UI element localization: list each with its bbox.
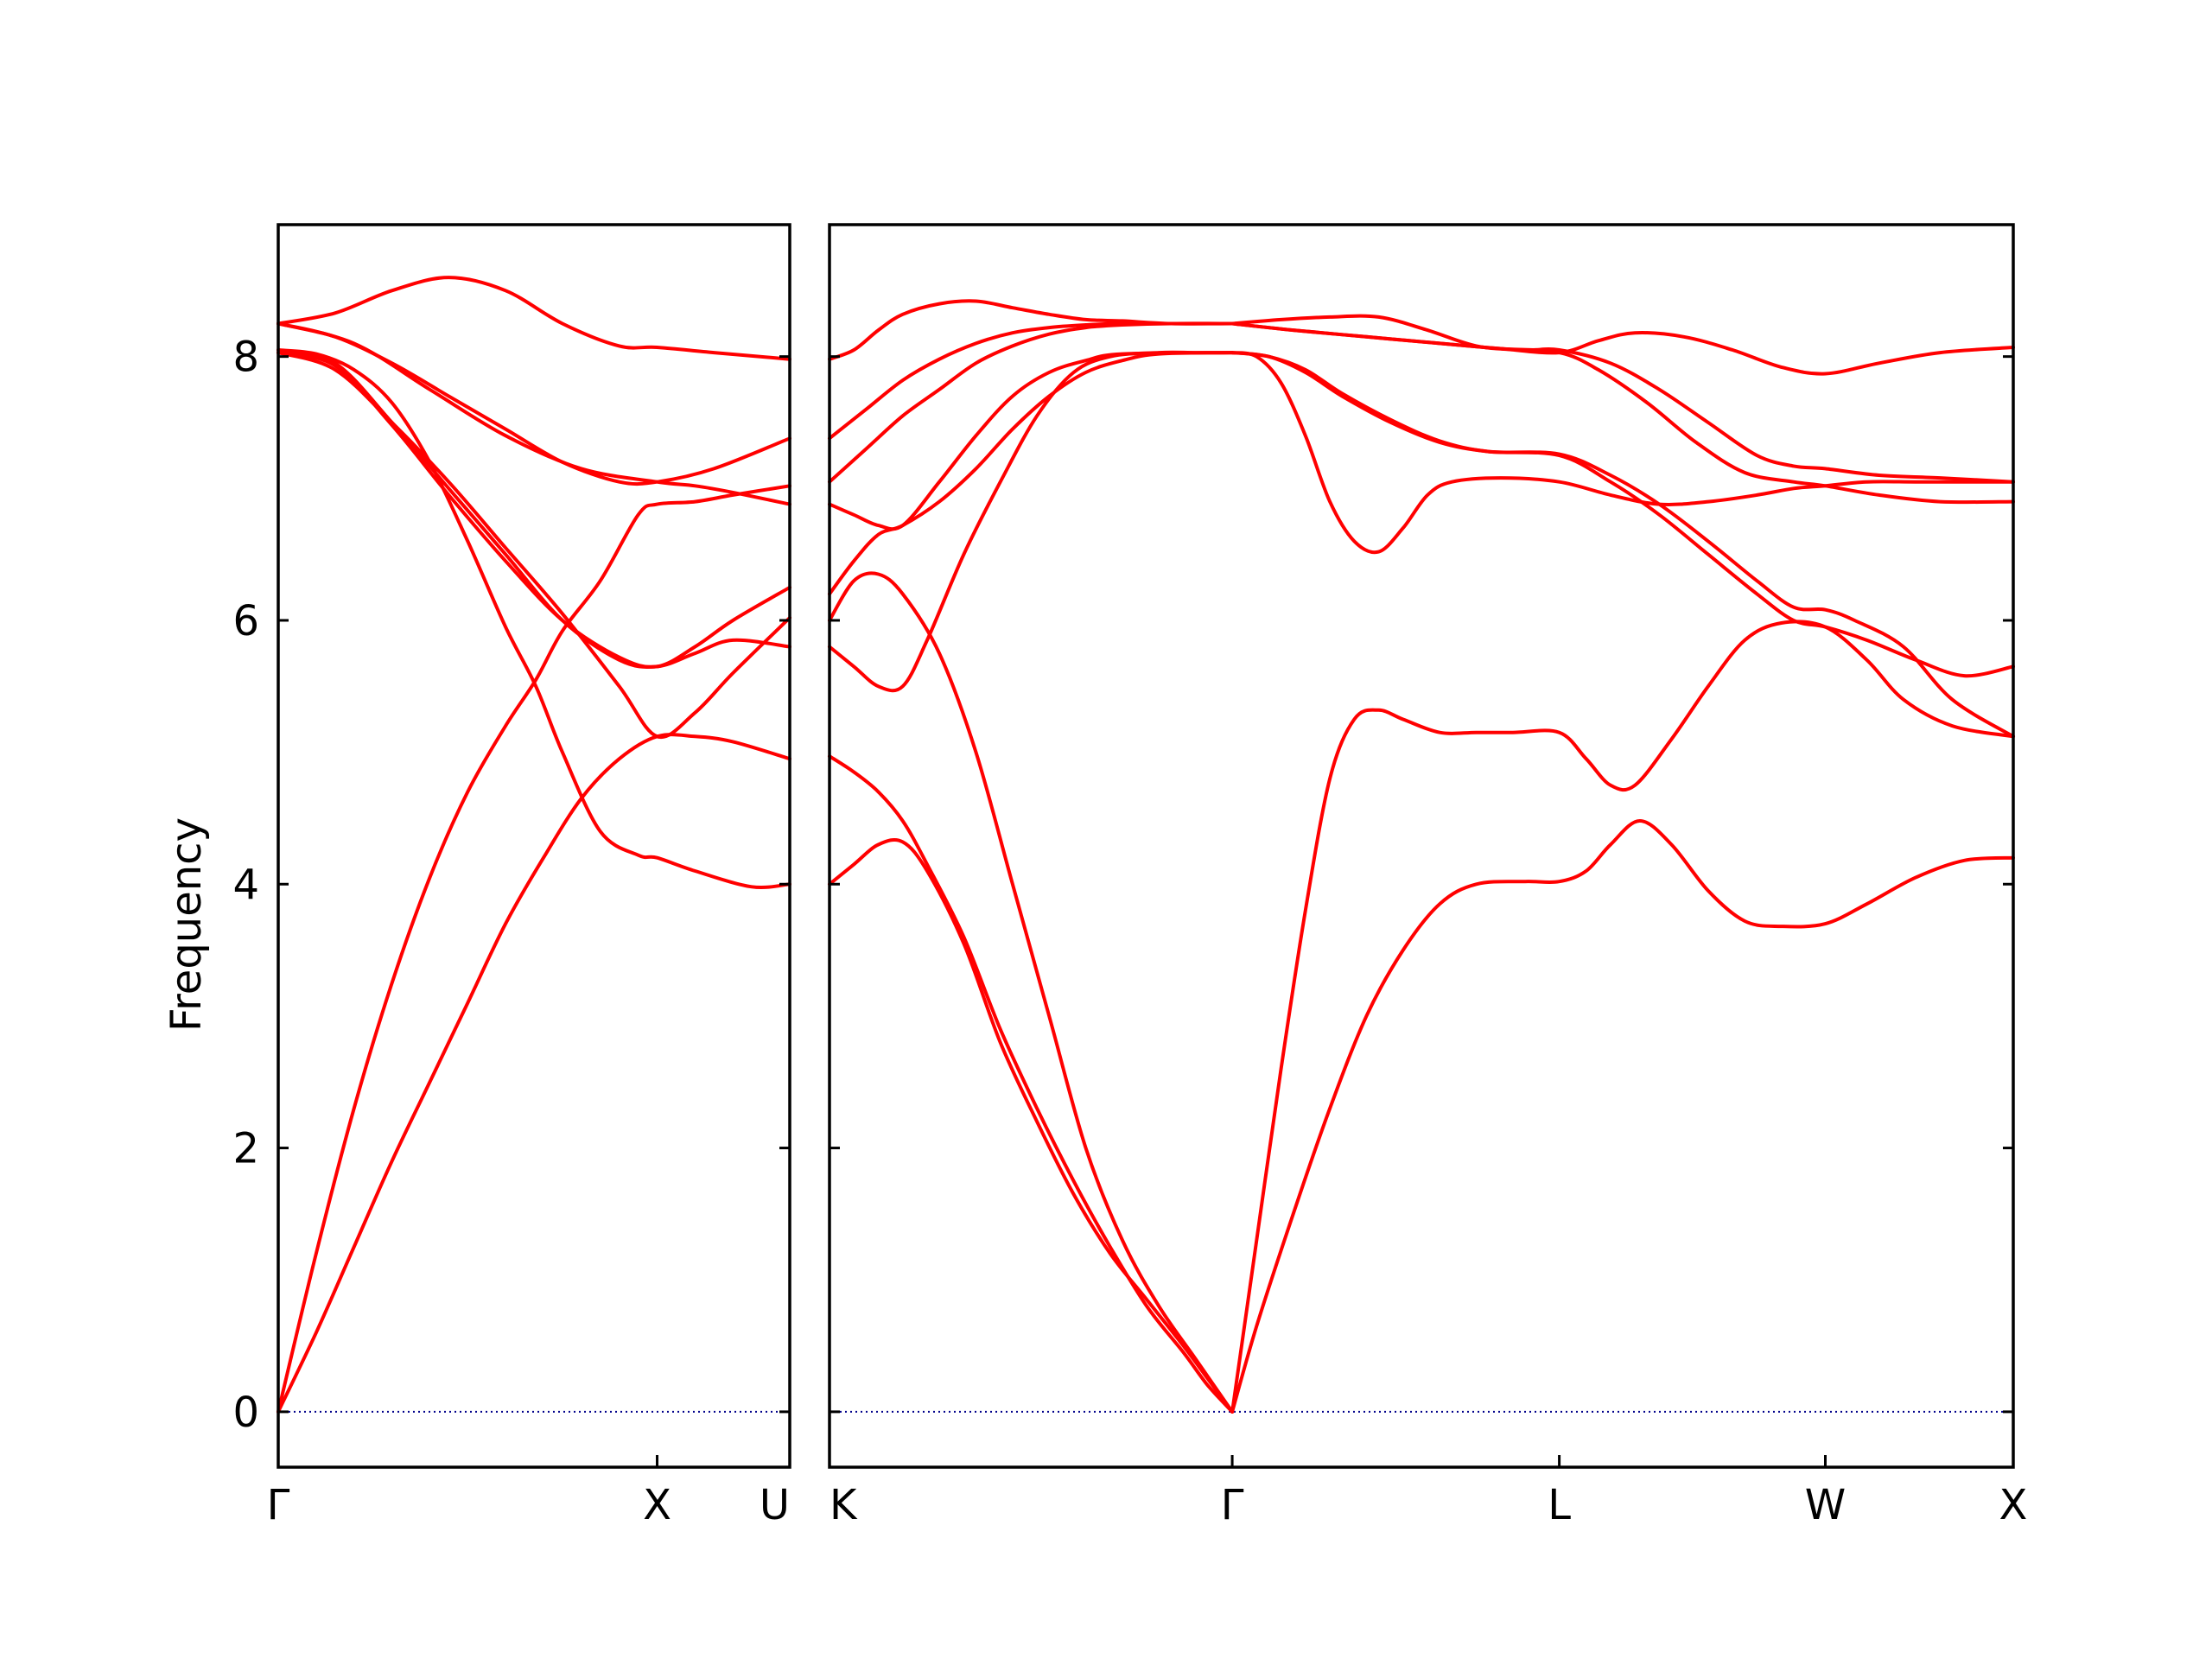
band-line-7 <box>828 321 1235 484</box>
x-tick-label: L <box>1548 1481 1571 1529</box>
band-line-8 <box>276 351 791 740</box>
plot-frame <box>276 223 791 1469</box>
band-line-9 <box>828 299 1235 361</box>
band-line-10 <box>1230 620 2015 1414</box>
band-line-16 <box>1230 321 2015 376</box>
y-tick-label: 8 <box>232 334 259 382</box>
band-line-2 <box>828 754 1235 1414</box>
plot-frame <box>828 223 2015 1469</box>
y-axis-label: Frequency <box>162 817 211 1032</box>
band-line-7 <box>276 351 791 669</box>
band-line-4 <box>828 350 1235 693</box>
band-line-6 <box>828 351 1235 531</box>
x-tick-label: X <box>643 1481 671 1529</box>
x-tick-label: Γ <box>1221 1481 1244 1529</box>
y-tick-label: 0 <box>232 1389 259 1437</box>
band-line-9 <box>276 321 791 506</box>
band-line-13 <box>1230 351 2015 678</box>
band-line-12 <box>1230 351 2015 555</box>
band-line-17 <box>1230 321 2015 505</box>
band-line-1 <box>828 837 1235 1414</box>
band-line-3 <box>828 571 1235 1414</box>
x-tick-label: W <box>1805 1481 1846 1529</box>
band-line-5 <box>276 348 791 889</box>
x-tick-label: X <box>1999 1481 2028 1529</box>
x-tick-label: Γ <box>267 1481 290 1529</box>
band-line-5 <box>828 351 1235 596</box>
y-tick-label: 6 <box>232 597 259 645</box>
band-line-11 <box>1230 819 2015 1414</box>
x-tick-label: U <box>760 1481 790 1529</box>
left-panel: 0 2 4 6 8 Γ X U <box>232 223 791 1529</box>
band-line-3 <box>276 276 791 361</box>
y-tick-label: 4 <box>232 861 259 909</box>
band-line-2 <box>276 733 791 1414</box>
band-line-15 <box>1230 314 2015 484</box>
band-line-4 <box>276 321 791 486</box>
y-tick-label: 2 <box>232 1125 259 1173</box>
band-line-1 <box>276 484 791 1414</box>
band-line-6 <box>276 348 791 670</box>
x-tick-label: K <box>830 1481 858 1529</box>
band-line-14 <box>1230 351 2015 739</box>
